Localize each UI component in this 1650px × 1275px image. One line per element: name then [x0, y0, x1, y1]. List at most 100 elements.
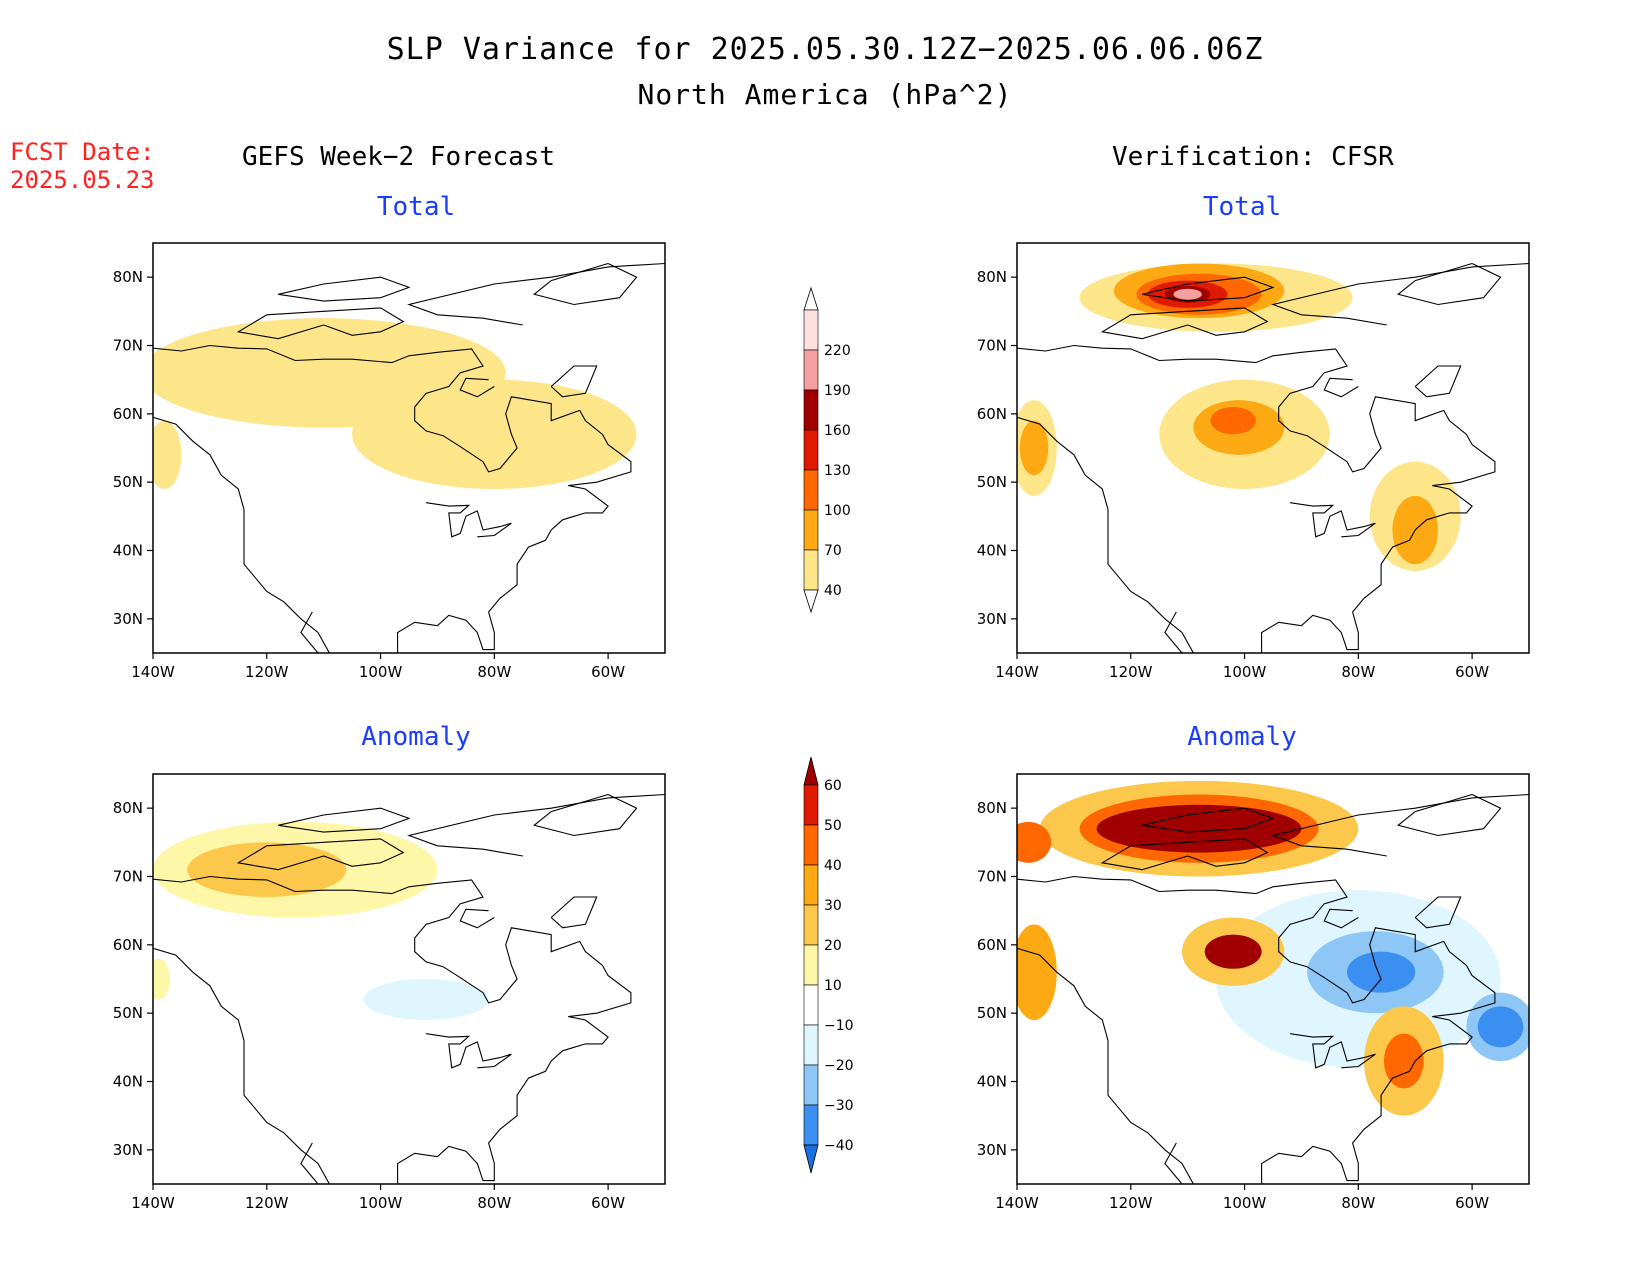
coastline-segment	[153, 344, 580, 473]
field-layer	[153, 243, 665, 653]
figure-title: SLP Variance for 2025.05.30.12Z−2025.06.…	[386, 32, 1264, 67]
coastlines	[1017, 793, 1529, 1184]
colorbar-segment	[803, 309, 819, 351]
coastline-segment	[459, 377, 495, 398]
field-contour-blob	[1477, 1006, 1524, 1048]
coastline-segment	[1271, 262, 1529, 326]
coastline-segment	[1017, 875, 1444, 1004]
coastline-segment	[407, 262, 665, 326]
coastline-segment	[1414, 896, 1462, 929]
lon-tick-label: 80W	[1341, 1194, 1375, 1212]
colorbar-level-label: 220	[824, 343, 851, 359]
colorbar-segment	[803, 984, 819, 1026]
lat-tick-label: 40N	[977, 542, 1007, 560]
coastline-segment	[550, 365, 598, 398]
field-layer	[1017, 243, 1529, 653]
field-contour-blob	[1173, 288, 1202, 300]
coastline-segment	[236, 307, 405, 340]
coastline-segment	[153, 947, 330, 1184]
map-frame	[1016, 242, 1530, 654]
colorbar-level-label: 10	[824, 978, 842, 994]
coastline-segment	[1142, 276, 1275, 302]
lat-tick-label: 30N	[977, 610, 1007, 628]
gefs-total-map: 30N 40N 50N 60N 70N 80N 140W 120W 100W 80W 60W	[113, 242, 666, 681]
lat-tick-label: 60N	[977, 405, 1007, 423]
colorbar-segment	[803, 904, 819, 946]
coastline-segment	[236, 838, 405, 871]
lon-tick-label: 60W	[591, 663, 625, 681]
left-column-title: GEFS Week−2 Forecast	[242, 142, 556, 172]
colorbar-level-label: 100	[824, 503, 851, 519]
colorbar-level-label: −40	[824, 1138, 854, 1154]
field-contour-blob	[187, 842, 347, 897]
field-contour-blob	[153, 958, 171, 1000]
coastline-segment	[1261, 941, 1496, 1184]
map-frame	[152, 773, 666, 1185]
coastline-segment	[1397, 793, 1502, 837]
colorbar-level-label: −30	[824, 1098, 854, 1114]
field-contour-blob	[1346, 951, 1416, 993]
coastline-segment	[1100, 838, 1269, 871]
coastlines	[153, 793, 665, 1184]
coastline-segment	[1261, 410, 1496, 653]
colorbar-level-label: 70	[824, 543, 842, 559]
fcst-date-value: 2025.05.23	[10, 166, 155, 194]
colorbar-top-arrow	[803, 756, 819, 786]
coastline-segment	[397, 941, 632, 1184]
coastline-segment	[1164, 611, 1183, 653]
coastline-segment	[1323, 908, 1359, 929]
coastline-segment	[1414, 365, 1462, 398]
field-contour-blob	[352, 379, 637, 489]
colorbar-level-label: 190	[824, 383, 851, 399]
lon-tick-label: 60W	[1455, 1194, 1489, 1212]
cfsr-anomaly-title: Anomaly	[1187, 722, 1297, 752]
coastline-segment	[1397, 262, 1502, 306]
colorbar-segment	[803, 509, 819, 551]
field-contour-blob	[1383, 1033, 1424, 1089]
lat-tick-label: 80N	[113, 268, 143, 286]
colorbar-bottom-arrow	[803, 1144, 819, 1174]
colorbar-level-label: 20	[824, 938, 842, 954]
lon-tick-label: 80W	[1341, 663, 1375, 681]
colorbar-top-arrow	[803, 286, 819, 311]
lon-tick-label: 120W	[1109, 1194, 1153, 1212]
field-layer	[1017, 774, 1529, 1184]
coastline-segment	[300, 1142, 319, 1184]
colorbar-segment	[803, 1104, 819, 1146]
coastlines	[153, 262, 665, 653]
colorbar-segment	[803, 944, 819, 986]
lon-tick-label: 140W	[131, 1194, 175, 1212]
field-contour-blob	[153, 420, 182, 489]
colorbar-level-label: 50	[824, 818, 842, 834]
coastline-segment	[550, 896, 598, 929]
colorbar-level-label: 160	[824, 423, 851, 439]
coastline-segment	[153, 875, 580, 1004]
gefs-anomaly-title: Anomaly	[361, 722, 471, 752]
coastline-segment	[426, 502, 512, 538]
lat-tick-label: 40N	[113, 1073, 143, 1091]
coastline-segment	[278, 807, 411, 833]
colorbar-level-label: 30	[824, 898, 842, 914]
lon-tick-label: 80W	[477, 663, 511, 681]
lon-tick-label: 100W	[1223, 1194, 1267, 1212]
colorbar-segment	[803, 784, 819, 826]
coastline-segment	[1017, 947, 1194, 1184]
field-contour-blob	[1019, 420, 1049, 476]
gefs-anomaly-map: 30N 40N 50N 60N 70N 80N 140W 120W 100W 80W 60W	[113, 773, 666, 1212]
field-layer	[153, 774, 665, 1184]
lat-tick-label: 80N	[113, 799, 143, 817]
coastline-segment	[533, 262, 638, 306]
field-contour-blob	[1096, 804, 1302, 853]
lon-tick-label: 100W	[359, 663, 403, 681]
lat-tick-label: 40N	[113, 542, 143, 560]
colorbar-bottom-arrow	[803, 589, 819, 614]
colorbar-level-label: −20	[824, 1058, 854, 1074]
coastline-segment	[1142, 807, 1275, 833]
right-column-title: Verification: CFSR	[1112, 142, 1394, 172]
cfsr-total-map: 30N 40N 50N 60N 70N 80N 140W 120W 100W 80W 60W	[977, 242, 1530, 681]
coastline-segment	[1017, 344, 1444, 473]
cfsr-anomaly-map: 30N 40N 50N 60N 70N 80N 140W 120W 100W 80W 60W	[977, 773, 1530, 1212]
lon-tick-label: 60W	[1455, 663, 1489, 681]
lat-tick-label: 80N	[977, 268, 1007, 286]
total-colorbar: 220 190 160 130 100 70 40	[803, 286, 851, 614]
